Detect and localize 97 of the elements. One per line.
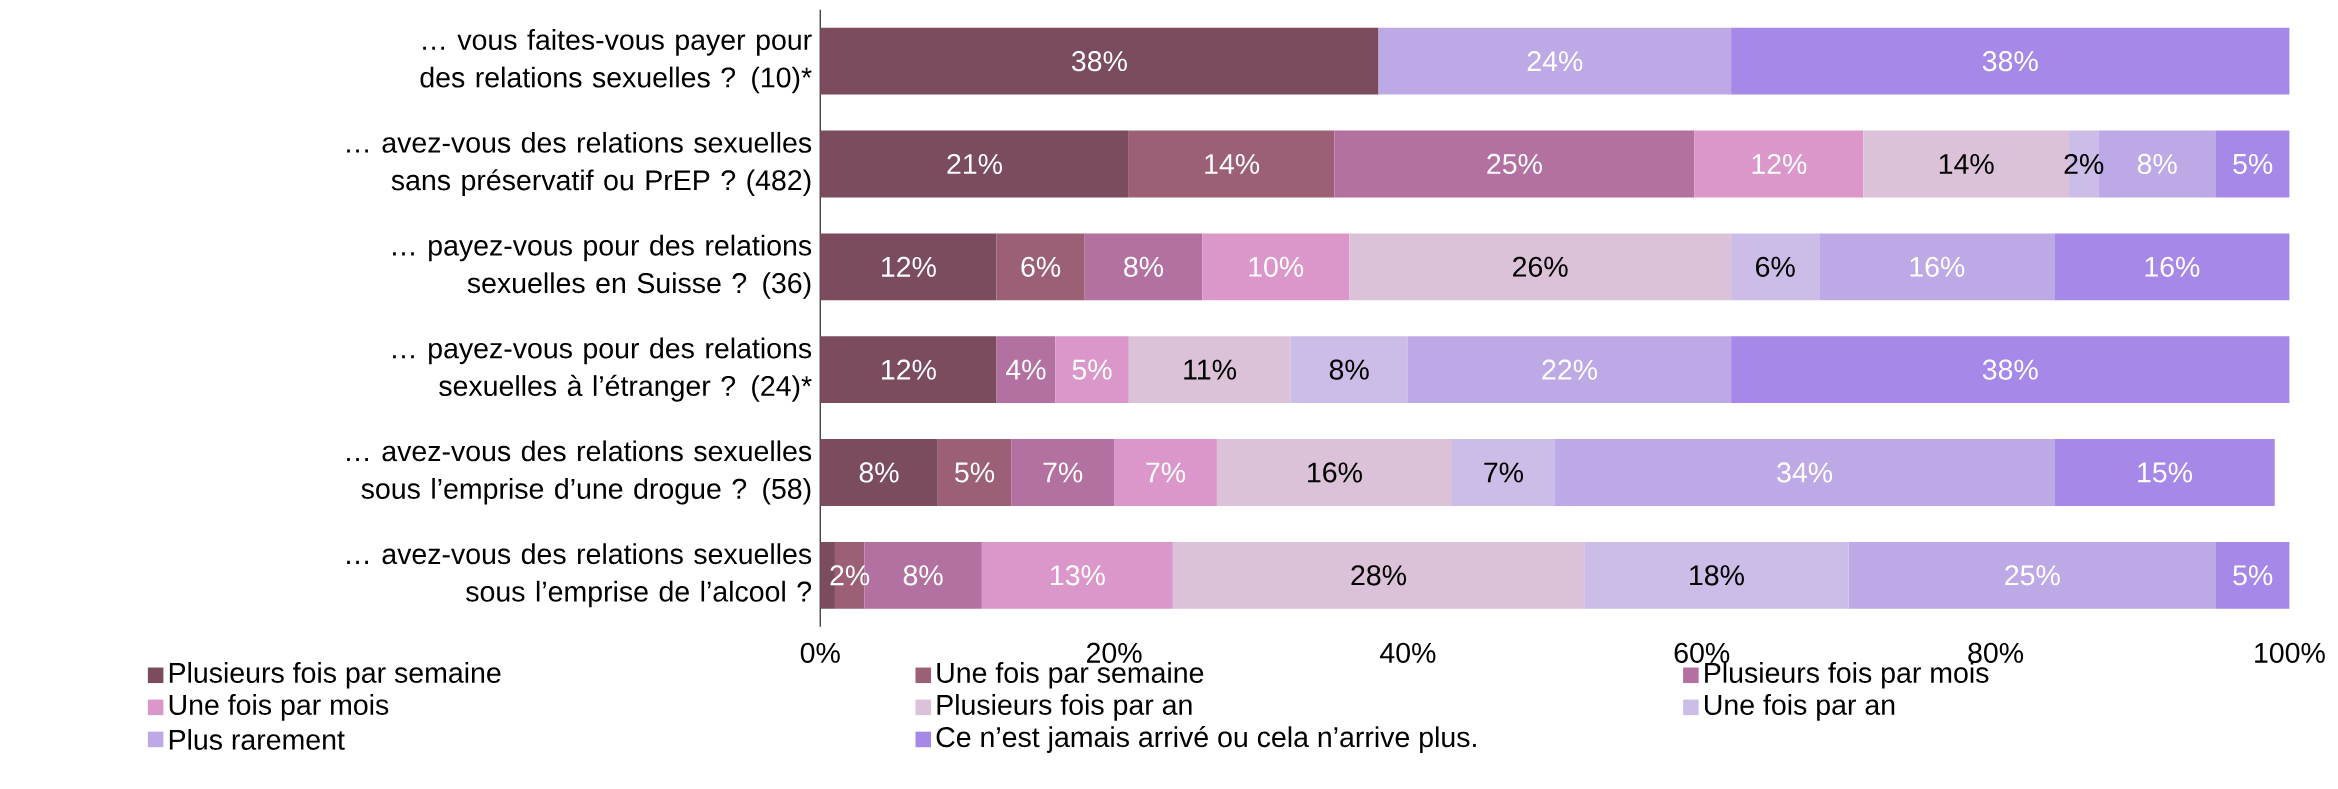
y-tick-label: … avez-vous des relations sexuelles sous l’emprise de l’alcool ? xyxy=(347,543,812,608)
data-label: 24% xyxy=(1527,51,1583,72)
bar xyxy=(937,439,1012,506)
bar xyxy=(820,233,997,301)
bar xyxy=(1202,233,1350,301)
y-tick-label: … avez-vous des relations sexuelles sans préservatif ou PrEP ? (482) xyxy=(347,131,812,197)
data-label: 5% xyxy=(955,462,995,483)
bar xyxy=(1334,130,1695,198)
bar xyxy=(1114,439,1217,506)
data-label: 34% xyxy=(1777,462,1833,483)
bar xyxy=(2054,233,2290,301)
data-label: 12% xyxy=(1752,153,1807,174)
data-label: 7% xyxy=(1484,462,1523,483)
data-label: 26% xyxy=(1513,256,1568,277)
data-label: 8% xyxy=(1329,359,1369,380)
data-label: 25% xyxy=(2005,565,2060,586)
bar xyxy=(1554,439,2055,506)
data-label: 16% xyxy=(1308,462,1362,483)
bar xyxy=(1819,233,2055,301)
bar xyxy=(1848,541,2216,609)
legend-label: Plusieurs fois par mois xyxy=(1705,662,1989,689)
data-label: 12% xyxy=(882,256,936,277)
data-label: 16% xyxy=(1910,256,1965,277)
data-label: 8% xyxy=(859,462,899,483)
bar xyxy=(1055,336,1129,404)
legend-label: Ce n’est jamais arrivé ou cela n’arrive plus. xyxy=(936,725,1476,753)
data-label: 4% xyxy=(1005,359,1046,380)
data-label: 16% xyxy=(2145,256,2200,277)
legend-label: Plusieurs fois par an xyxy=(937,694,1192,721)
bar xyxy=(1694,130,1864,198)
bar xyxy=(996,336,1056,404)
bar xyxy=(820,439,938,506)
bar xyxy=(1172,541,1585,609)
data-label: 6% xyxy=(1756,256,1795,277)
data-label: 18% xyxy=(1690,565,1744,586)
bar xyxy=(820,336,997,404)
bar xyxy=(820,130,1129,198)
data-label: 15% xyxy=(2138,462,2193,483)
y-tick-label: … vous faites-vous payer pour des relations sexuelles ? (10)* xyxy=(420,29,812,94)
legend-label: Plusieurs fois par semaine xyxy=(169,662,501,689)
data-label: 14% xyxy=(1205,154,1260,174)
bar xyxy=(981,541,1173,609)
data-label: 38% xyxy=(1982,359,2038,380)
bar xyxy=(1407,336,1732,404)
data-label: 25% xyxy=(1487,153,1542,175)
data-label: 10% xyxy=(1249,256,1304,277)
bar xyxy=(2054,439,2275,506)
legend-label: Une fois par semaine xyxy=(937,662,1204,689)
bar xyxy=(820,27,1379,95)
bar xyxy=(1378,27,1732,95)
bar xyxy=(996,233,1085,301)
bar xyxy=(1731,27,2290,95)
bar xyxy=(1349,233,1732,301)
data-label: 22% xyxy=(1542,359,1598,380)
data-label: 12% xyxy=(882,359,936,380)
x-tick-label: 80% xyxy=(1968,642,2024,663)
data-label: 8% xyxy=(903,565,943,586)
bar xyxy=(2215,130,2290,198)
data-label: 28% xyxy=(1351,565,1407,586)
x-tick-label: 100% xyxy=(2255,642,2325,663)
bar xyxy=(1290,336,1408,404)
data-label: 38% xyxy=(1982,51,2038,72)
bar xyxy=(1084,233,1203,301)
data-label: 6% xyxy=(1021,256,1061,277)
data-label: 21% xyxy=(947,153,1002,174)
data-label: 8% xyxy=(1124,256,1164,277)
data-label: 14% xyxy=(1939,154,1994,174)
data-label: 8% xyxy=(2137,153,2177,175)
y-tick-label: … avez-vous des relations sexuelles sous l’emprise d’une drogue ? (58) xyxy=(347,440,812,505)
data-label: 7% xyxy=(1146,462,1186,483)
data-label: 2% xyxy=(830,565,870,586)
data-label: 7% xyxy=(1043,462,1083,483)
data-label: 13% xyxy=(1051,565,1105,586)
y-tick-label: … payez-vous pour des relations sexuelles en Suisse ? (36) xyxy=(393,234,812,299)
bar xyxy=(1451,439,1555,506)
bar xyxy=(1216,439,1452,506)
bar xyxy=(1731,336,2290,404)
y-tick-label: … payez-vous pour des relations sexuelles à l’étranger ? (24)* xyxy=(393,337,812,402)
x-tick-label: 60% xyxy=(1674,642,1730,663)
bar xyxy=(1128,130,1335,198)
x-tick-label: 40% xyxy=(1380,642,1436,663)
legend-label: Plus rarement xyxy=(169,728,345,750)
data-label: 5% xyxy=(1072,359,1112,380)
x-tick-label: 20% xyxy=(1087,642,1142,663)
bar xyxy=(1731,233,1820,301)
bar xyxy=(1584,541,1849,609)
data-label: 11% xyxy=(1184,359,1237,380)
x-tick-label: 0% xyxy=(800,642,840,663)
data-label: 38% xyxy=(1071,51,1127,72)
legend-label: Une fois par an xyxy=(1705,694,1895,721)
bar xyxy=(2215,541,2290,609)
data-label: 2% xyxy=(2064,153,2104,174)
legend-label: Une fois par mois xyxy=(169,694,389,721)
data-label: 5% xyxy=(2233,565,2273,586)
data-label: 5% xyxy=(2233,153,2273,174)
bar xyxy=(1011,439,1115,506)
bar xyxy=(1128,336,1291,404)
